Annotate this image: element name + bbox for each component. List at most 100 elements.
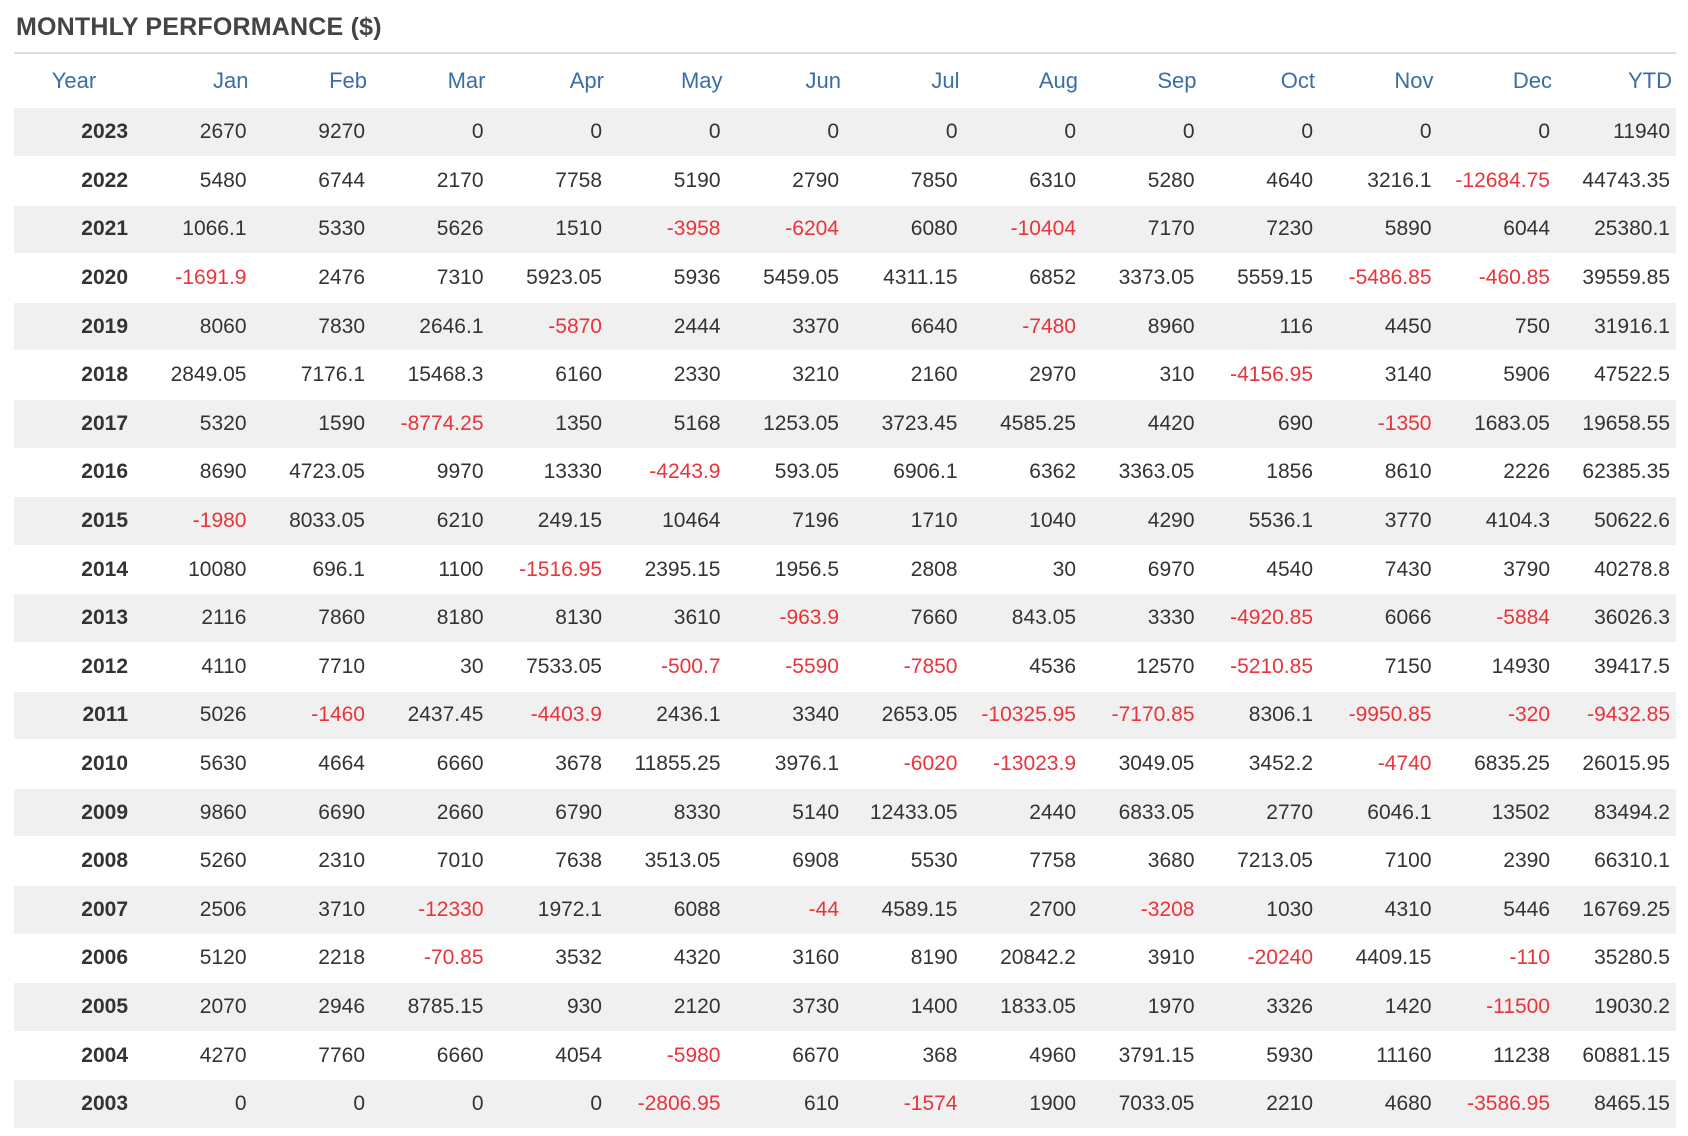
column-header-jan[interactable]: Jan bbox=[213, 68, 249, 93]
cell-nov: 4450 bbox=[1319, 302, 1438, 352]
cell-jul: 7660 bbox=[845, 593, 964, 644]
table-row: 2018 2849.05 7176.1 15468.3 6160 2330 3210 2160… bbox=[14, 350, 1676, 401]
cell-aug: 2700 bbox=[963, 885, 1082, 935]
cell-dec: 1683.05 bbox=[1437, 399, 1556, 449]
cell-jan: 4110 bbox=[134, 642, 253, 692]
cell-jun: 7196 bbox=[726, 496, 845, 546]
cell-feb: 9270 bbox=[252, 108, 371, 158]
cell-jan: 5120 bbox=[134, 934, 253, 984]
cell-year: 2015 bbox=[14, 496, 134, 546]
column-header-may[interactable]: May bbox=[680, 68, 723, 93]
cell-sep: 8960 bbox=[1082, 302, 1201, 352]
column-header-jul[interactable]: Jul bbox=[931, 68, 960, 93]
column-header-year[interactable]: Year bbox=[51, 68, 97, 93]
cell-jan: 1066.1 bbox=[134, 205, 253, 255]
cell-oct: 690 bbox=[1200, 399, 1319, 449]
cell-jun: 6670 bbox=[726, 1031, 845, 1081]
cell-nov: 3770 bbox=[1319, 496, 1438, 546]
cell-jul: 6906.1 bbox=[845, 448, 964, 498]
cell-jun: -5590 bbox=[726, 642, 845, 692]
column-header-sep[interactable]: Sep bbox=[1157, 68, 1197, 93]
cell-jan: 2670 bbox=[134, 108, 253, 158]
cell-year: 2007 bbox=[14, 885, 134, 935]
cell-apr: 4054 bbox=[489, 1031, 608, 1081]
cell-nov: -4740 bbox=[1319, 739, 1438, 789]
cell-feb: 6690 bbox=[252, 788, 371, 838]
cell-dec: 14930 bbox=[1437, 642, 1556, 692]
cell-jul: 1400 bbox=[845, 982, 964, 1032]
cell-dec: -12684.75 bbox=[1437, 156, 1556, 206]
cell-ytd: 47522.5 bbox=[1556, 350, 1676, 401]
cell-oct: 7230 bbox=[1200, 205, 1319, 255]
cell-may: 6088 bbox=[608, 885, 727, 935]
cell-jun: 5459.05 bbox=[726, 253, 845, 303]
cell-jan: 2849.05 bbox=[134, 350, 253, 401]
cell-apr: 6160 bbox=[489, 350, 608, 401]
cell-may: 10464 bbox=[608, 496, 727, 546]
cell-mar: -70.85 bbox=[371, 934, 490, 984]
cell-apr: 1510 bbox=[489, 205, 608, 255]
cell-may: -3958 bbox=[608, 205, 727, 255]
column-header-apr[interactable]: Apr bbox=[569, 68, 604, 93]
cell-ytd: 62385.35 bbox=[1556, 448, 1676, 498]
cell-apr: 5923.05 bbox=[489, 253, 608, 303]
cell-jul: -1574 bbox=[845, 1079, 964, 1129]
cell-dec: 5906 bbox=[1437, 350, 1556, 401]
cell-apr: 0 bbox=[489, 1079, 608, 1129]
cell-aug: -13023.9 bbox=[963, 739, 1082, 789]
column-header-mar[interactable]: Mar bbox=[447, 68, 486, 93]
column-header-nov[interactable]: Nov bbox=[1394, 68, 1434, 93]
cell-may: 0 bbox=[608, 108, 727, 158]
column-header-dec[interactable]: Dec bbox=[1512, 68, 1552, 93]
column-header-feb[interactable]: Feb bbox=[329, 68, 367, 93]
table-row: 2008 5260 2310 7010 7638 3513.05 6908 5530 7758 3… bbox=[14, 836, 1676, 886]
table-row: 2019 8060 7830 2646.1 -5870 2444 3370 6640 -7480… bbox=[14, 302, 1676, 352]
cell-ytd: 40278.8 bbox=[1556, 545, 1676, 595]
cell-jun: -44 bbox=[726, 885, 845, 935]
cell-oct: 1030 bbox=[1200, 885, 1319, 935]
cell-jan: -1691.9 bbox=[134, 253, 253, 303]
performance-panel: MONTHLY PERFORMANCE ($) Year Jan Feb Mar… bbox=[14, 0, 1676, 1129]
cell-nov: 8610 bbox=[1319, 448, 1438, 498]
cell-may: 3610 bbox=[608, 593, 727, 644]
column-header-aug[interactable]: Aug bbox=[1038, 68, 1078, 93]
cell-jul: -6020 bbox=[845, 739, 964, 789]
cell-ytd: -9432.85 bbox=[1556, 691, 1676, 741]
cell-oct: 7213.05 bbox=[1200, 836, 1319, 886]
cell-apr: 930 bbox=[489, 982, 608, 1032]
cell-year: 2018 bbox=[14, 350, 134, 401]
cell-jul: 1710 bbox=[845, 496, 964, 546]
cell-mar: -8774.25 bbox=[371, 399, 490, 449]
cell-mar: 6210 bbox=[371, 496, 490, 546]
cell-aug: 6852 bbox=[963, 253, 1082, 303]
cell-jul: 7850 bbox=[845, 156, 964, 206]
table-row: 2015 -1980 8033.05 6210 249.15 10464 7196 1710 1… bbox=[14, 496, 1676, 546]
cell-jun: 5140 bbox=[726, 788, 845, 838]
cell-year: 2023 bbox=[14, 108, 134, 158]
cell-jan: 5260 bbox=[134, 836, 253, 886]
cell-nov: 11160 bbox=[1319, 1031, 1438, 1081]
column-header-oct[interactable]: Oct bbox=[1280, 68, 1315, 93]
cell-jul: 2808 bbox=[845, 545, 964, 595]
table-row: 2013 2116 7860 8180 8130 3610 -963.9 7660 843.05… bbox=[14, 593, 1676, 644]
cell-oct: 3326 bbox=[1200, 982, 1319, 1032]
cell-year: 2019 bbox=[14, 302, 134, 352]
column-header-ytd[interactable]: YTD bbox=[1628, 68, 1672, 93]
cell-may: 4320 bbox=[608, 934, 727, 984]
cell-mar: 7010 bbox=[371, 836, 490, 886]
cell-jul: 368 bbox=[845, 1031, 964, 1081]
cell-aug: 7758 bbox=[963, 836, 1082, 886]
cell-jan: 0 bbox=[134, 1079, 253, 1129]
cell-aug: 1900 bbox=[963, 1079, 1082, 1129]
cell-year: 2022 bbox=[14, 156, 134, 206]
cell-nov: 7100 bbox=[1319, 836, 1438, 886]
column-header-jun[interactable]: Jun bbox=[805, 68, 841, 93]
cell-nov: 5890 bbox=[1319, 205, 1438, 255]
cell-dec: -320 bbox=[1437, 691, 1556, 741]
cell-ytd: 39417.5 bbox=[1556, 642, 1676, 692]
cell-mar: 0 bbox=[371, 1079, 490, 1129]
cell-jan: 5480 bbox=[134, 156, 253, 206]
cell-aug: 2440 bbox=[963, 788, 1082, 838]
cell-aug: 4960 bbox=[963, 1031, 1082, 1081]
cell-oct: 116 bbox=[1200, 302, 1319, 352]
